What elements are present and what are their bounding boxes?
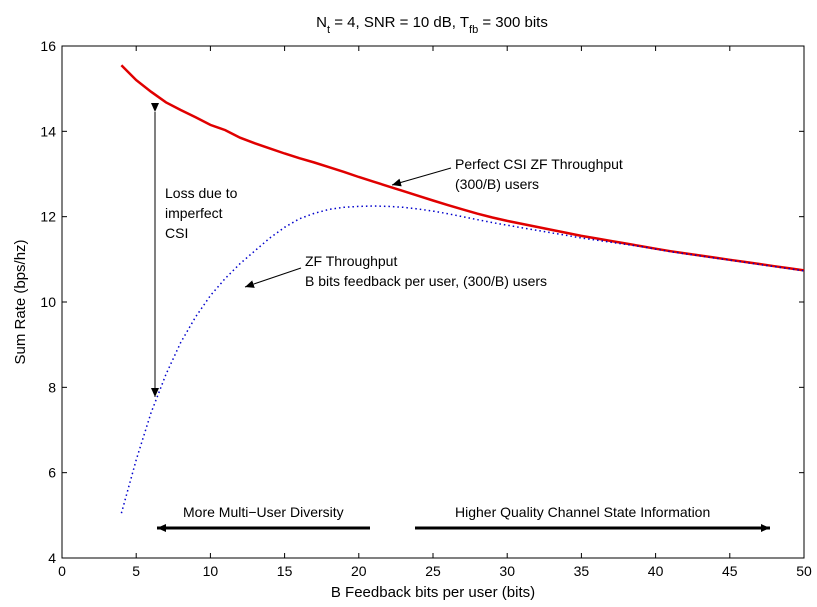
perfect-csi-label-line1: Perfect CSI ZF Throughput xyxy=(455,156,623,172)
series-line-perfect-csi xyxy=(120,64,805,272)
x-tick-label: 25 xyxy=(425,563,441,579)
x-tick-label: 40 xyxy=(648,563,664,579)
y-tick-label: 6 xyxy=(48,465,56,481)
higher-quality-label: Higher Quality Channel State Information xyxy=(455,504,710,520)
zf-label-line1: ZF Throughput xyxy=(305,253,397,269)
y-tick-label: 14 xyxy=(40,123,56,139)
x-tick-label: 15 xyxy=(277,563,293,579)
series-line-zf-throughput xyxy=(120,205,805,514)
x-tick-label: 10 xyxy=(203,563,219,579)
axis-ticks: 0 5 10 15 20 25 30 35 40 45 50 4 6 8 10 12 14 16 xyxy=(40,38,812,579)
x-tick-label: 5 xyxy=(132,563,140,579)
chart-title: Nt = 4, SNR = 10 dB, Tfb = 300 bits xyxy=(316,14,548,36)
x-tick-label: 30 xyxy=(499,563,515,579)
more-diversity-label: More Multi−User Diversity xyxy=(183,504,344,520)
y-tick-label: 10 xyxy=(40,294,56,310)
x-tick-label: 35 xyxy=(574,563,590,579)
y-tick-label: 4 xyxy=(48,550,56,566)
perfect-csi-pointer-arrow xyxy=(391,167,452,187)
y-axis-label: Sum Rate (bps/hz) xyxy=(12,239,29,364)
zf-pointer-arrow xyxy=(244,267,302,288)
y-tick-label: 12 xyxy=(40,209,56,225)
loss-label-line2: imperfect xyxy=(165,205,223,221)
x-axis-label: B Feedback bits per user (bits) xyxy=(331,584,535,601)
loss-label-line1: Loss due to xyxy=(165,185,238,201)
y-tick-label: 8 xyxy=(48,379,56,395)
zf-label-line2: B bits feedback per user, (300/B) users xyxy=(305,273,547,289)
x-tick-label: 20 xyxy=(351,563,367,579)
x-tick-label: 45 xyxy=(722,563,738,579)
x-tick-label: 0 xyxy=(58,563,66,579)
y-tick-label: 16 xyxy=(40,38,56,54)
perfect-csi-label-line2: (300/B) users xyxy=(455,176,539,192)
series-layer xyxy=(120,64,805,514)
plot-area xyxy=(61,45,805,559)
loss-label-line3: CSI xyxy=(165,225,188,241)
x-tick-label: 50 xyxy=(796,563,812,579)
